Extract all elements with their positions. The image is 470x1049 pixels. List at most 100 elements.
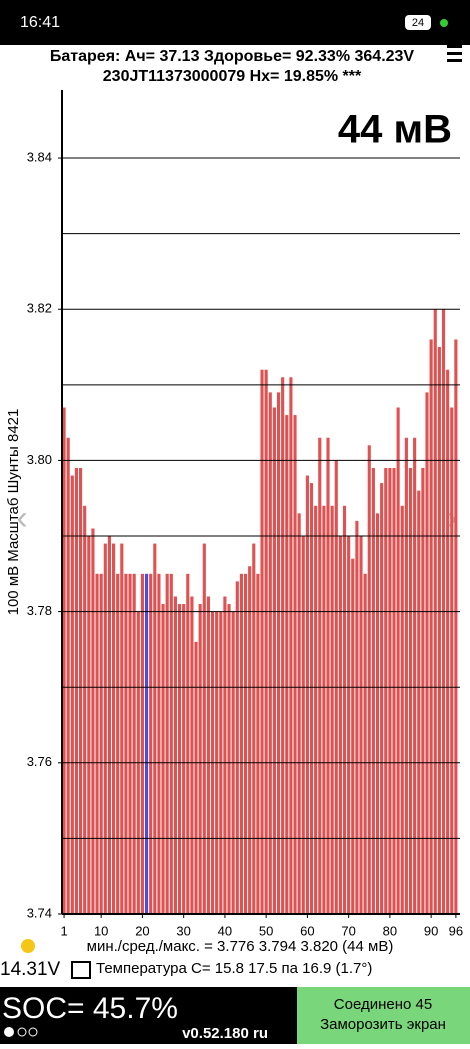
x-tick-label: 40 <box>218 923 232 938</box>
bar <box>161 604 165 914</box>
battery-level: 24 <box>412 17 424 29</box>
bar <box>111 543 116 914</box>
chart-annotation: 44 мВ <box>338 108 452 152</box>
bar <box>95 573 99 914</box>
bar <box>347 536 351 914</box>
bar <box>425 392 429 914</box>
status-time: 16:41 <box>20 14 60 31</box>
bar <box>281 377 285 914</box>
bar <box>309 483 314 914</box>
bar <box>83 505 87 914</box>
bar <box>276 392 281 914</box>
y-tick-label: 3.84 <box>27 149 52 164</box>
bar <box>359 536 363 914</box>
bar <box>157 573 161 914</box>
bar <box>243 573 248 914</box>
bar <box>107 536 111 914</box>
x-tick-label: 1 <box>60 923 67 938</box>
bar <box>293 415 297 914</box>
x-tick-label: 50 <box>259 923 273 938</box>
page-dot <box>17 1027 27 1037</box>
version: v0.52.180 ru <box>182 1025 268 1042</box>
x-tick-label: 60 <box>300 923 314 938</box>
bar <box>421 467 425 914</box>
bar <box>289 377 293 914</box>
stats-line: мин./сред./макс. = 3.776 3.794 3.820 (44… <box>87 938 394 955</box>
temperature: Температура C= 15.8 17.5 па 16.9 (1.7°) <box>96 960 372 977</box>
x-tick-label: 20 <box>135 923 149 938</box>
menu-bar[interactable] <box>447 45 462 48</box>
bar <box>186 573 190 914</box>
bar <box>404 437 408 914</box>
header-line: 230JT11373000079 Нх= 19.85% *** <box>103 68 362 85</box>
bar <box>165 573 169 914</box>
status-dot <box>440 19 448 27</box>
bar <box>301 536 305 914</box>
menu-icon[interactable] <box>447 45 462 62</box>
plot: 3.74 3.76 3.78 3.80 3.82 3.84 1 10 20 30 40 50 60 70 8… <box>27 90 463 938</box>
bar <box>62 407 66 914</box>
voltage: 14.31V <box>0 959 61 980</box>
bar <box>103 543 107 914</box>
bar <box>351 558 355 914</box>
bar <box>198 604 202 914</box>
x-tick-label: 96 <box>449 923 463 938</box>
header-line: Батарея: Ач= 37.13 Здоровье= 92.33% 364.… <box>50 48 415 65</box>
bar <box>91 528 95 914</box>
freeze-button[interactable] <box>297 987 470 1044</box>
battery-icon <box>405 15 431 30</box>
bar <box>297 513 301 914</box>
bar <box>223 596 227 914</box>
bar <box>371 467 375 914</box>
bar <box>87 536 91 914</box>
bar <box>450 407 454 914</box>
x-tick-label: 90 <box>424 923 438 938</box>
bar <box>408 467 413 914</box>
y-tick-label: 3.76 <box>27 754 52 769</box>
button-label[interactable]: Заморозить экран <box>320 1016 446 1033</box>
bar <box>446 369 450 914</box>
bar <box>355 520 359 914</box>
menu-bar[interactable] <box>447 52 462 55</box>
bar <box>429 339 433 914</box>
bar <box>260 369 264 914</box>
bar <box>330 505 334 914</box>
bar <box>367 445 371 914</box>
x-tick-label: 10 <box>94 923 108 938</box>
bar <box>116 573 120 914</box>
bar <box>149 573 153 914</box>
y-tick-label: 3.78 <box>27 603 52 618</box>
bar <box>392 467 396 914</box>
bar <box>66 437 70 914</box>
bar <box>78 467 83 914</box>
bar <box>268 392 272 914</box>
bottom-bar <box>0 987 297 1044</box>
x-tick-label: 80 <box>383 923 397 938</box>
bar <box>256 573 260 914</box>
page-dot <box>28 1027 38 1037</box>
prev-arrow[interactable]: ‹ <box>16 499 27 537</box>
bar <box>417 490 421 914</box>
bar <box>132 573 136 914</box>
y-tick-label: 3.80 <box>27 452 52 467</box>
bar <box>70 475 74 914</box>
bar <box>285 415 289 914</box>
y-axis-title: 100 мВ Масштаб Шунты 8421 <box>5 409 22 616</box>
bar <box>190 596 194 914</box>
bar <box>272 407 276 914</box>
x-tick-label: 70 <box>341 923 355 938</box>
bar <box>342 505 347 914</box>
button-label[interactable]: Соединено 45 <box>334 996 432 1013</box>
page-dot <box>4 1027 14 1037</box>
calendar-icon[interactable] <box>71 961 91 979</box>
bar <box>194 641 198 914</box>
bar <box>413 437 417 914</box>
bar <box>173 596 177 914</box>
bar <box>144 573 149 914</box>
bar <box>380 483 384 914</box>
menu-bar[interactable] <box>447 59 462 62</box>
bar <box>202 543 206 914</box>
y-tick-label: 3.74 <box>27 905 52 920</box>
bulb-icon[interactable] <box>21 939 35 953</box>
